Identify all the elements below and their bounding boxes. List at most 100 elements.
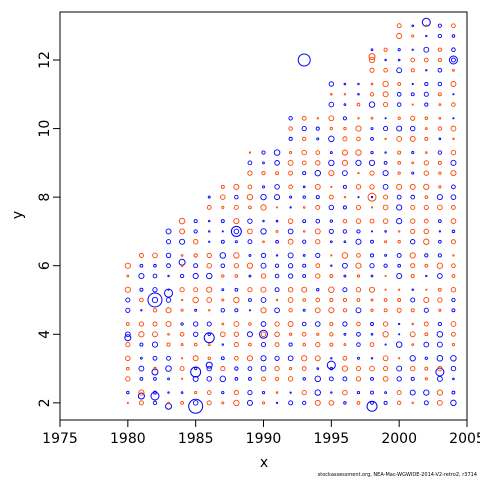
residual-point <box>329 322 334 327</box>
residual-point <box>384 274 387 278</box>
residual-point <box>342 184 347 189</box>
data-point <box>137 392 145 400</box>
residual-point <box>398 288 401 291</box>
residual-point <box>411 34 415 38</box>
residual-point <box>179 238 186 245</box>
residual-point <box>194 390 198 395</box>
residual-point <box>180 343 184 347</box>
data-point <box>435 367 445 377</box>
residual-point <box>384 391 387 394</box>
residual-point <box>301 389 307 396</box>
residual-point <box>437 23 442 28</box>
residual-point <box>315 297 321 303</box>
residual-point <box>287 355 294 362</box>
residual-point <box>246 262 254 269</box>
residual-point <box>370 116 374 120</box>
residual-point <box>192 355 199 362</box>
residual-point <box>138 365 145 372</box>
residual-point <box>275 254 279 257</box>
residual-point <box>152 287 158 293</box>
residual-point <box>314 183 321 190</box>
residual-point <box>409 183 416 190</box>
residual-point <box>452 377 455 381</box>
residual-point <box>451 263 456 269</box>
residual-point <box>397 58 401 62</box>
residual-point <box>343 93 347 96</box>
residual-point <box>219 331 226 338</box>
residual-point <box>302 136 307 141</box>
residual-point <box>302 230 306 233</box>
residual-point <box>316 367 320 370</box>
residual-point <box>411 103 414 106</box>
residual-point <box>233 321 240 327</box>
residual-point <box>436 194 443 201</box>
residual-point <box>396 204 403 211</box>
residual-point <box>357 93 360 96</box>
residual-point <box>220 356 225 361</box>
residual-point <box>410 92 415 97</box>
residual-point <box>206 286 213 293</box>
residual-point <box>451 308 456 313</box>
residual-point <box>437 81 443 87</box>
data-point <box>259 329 268 339</box>
residual-point <box>275 298 279 302</box>
residual-point <box>384 254 387 257</box>
residual-point <box>396 400 402 406</box>
residual-point <box>370 206 374 209</box>
residual-point <box>126 390 130 395</box>
residual-point <box>424 116 429 121</box>
residual-point <box>219 252 227 259</box>
residual-point <box>316 287 320 292</box>
residual-point <box>451 390 456 395</box>
residual-point <box>234 287 239 292</box>
residual-point <box>234 355 239 361</box>
residual-point <box>438 219 442 223</box>
residual-point <box>369 286 376 293</box>
residual-point <box>356 342 361 347</box>
residual-point <box>383 47 388 52</box>
residual-point <box>220 219 225 224</box>
residual-point <box>411 151 415 155</box>
residual-point <box>355 218 362 224</box>
residual-point <box>314 375 322 383</box>
residual-point <box>139 297 144 303</box>
residual-point <box>451 205 456 210</box>
residual-point <box>437 47 442 52</box>
residual-point <box>192 400 199 406</box>
residual-point <box>288 263 294 269</box>
residual-point <box>355 262 362 269</box>
residual-point <box>165 228 172 235</box>
residual-point <box>302 239 307 244</box>
residual-point <box>343 343 347 346</box>
residual-point <box>423 341 430 348</box>
residual-point <box>167 274 170 278</box>
residual-point <box>206 262 212 269</box>
residual-point <box>234 308 239 313</box>
residual-point <box>383 366 389 372</box>
residual-point <box>370 332 374 336</box>
residual-point <box>328 376 334 382</box>
residual-point <box>424 332 429 337</box>
residual-point <box>410 204 416 210</box>
residual-point <box>384 230 387 233</box>
residual-point <box>451 274 456 278</box>
residual-point <box>411 161 415 165</box>
residual-point <box>180 322 184 326</box>
residual-point <box>287 228 294 235</box>
residual-point <box>409 355 416 362</box>
residual-point <box>369 218 375 224</box>
residual-point <box>330 357 333 360</box>
residual-point <box>233 399 240 407</box>
residual-point <box>139 287 144 292</box>
residual-point <box>248 309 251 312</box>
residual-point <box>437 273 443 279</box>
residual-point <box>289 366 293 371</box>
residual-point <box>287 321 294 327</box>
residual-point <box>384 288 387 291</box>
residual-point <box>370 48 374 52</box>
residual-point <box>383 308 388 313</box>
residual-point <box>302 342 306 347</box>
residual-point <box>328 81 335 87</box>
residual-point <box>410 194 416 200</box>
residual-point <box>396 307 402 313</box>
